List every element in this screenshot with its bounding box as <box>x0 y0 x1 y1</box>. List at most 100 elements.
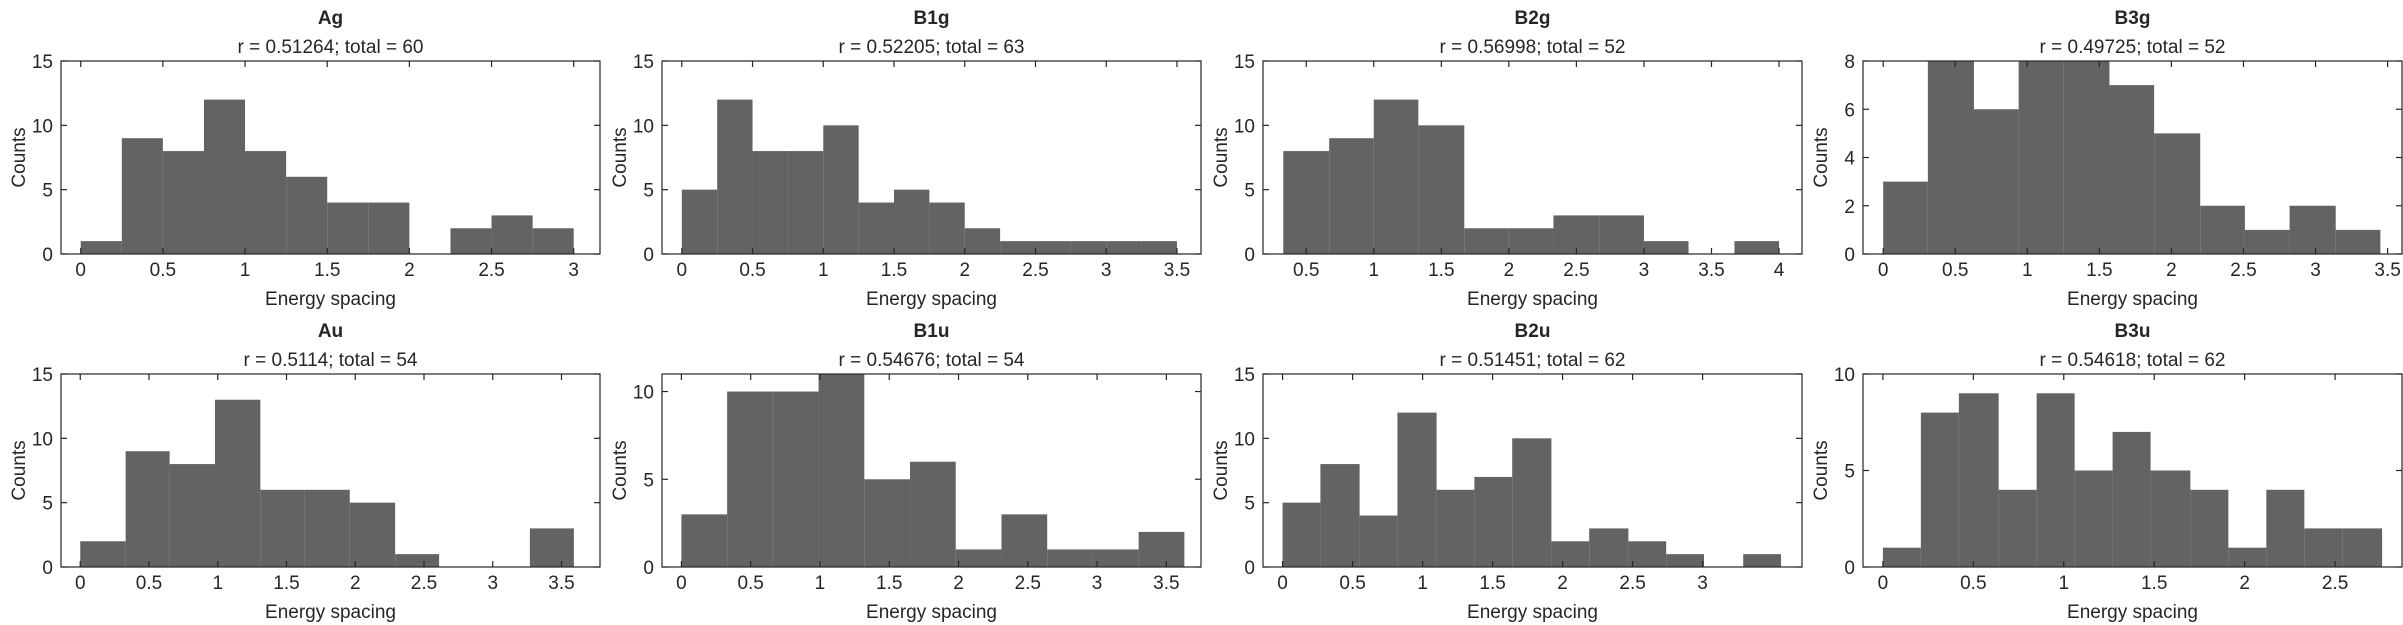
bar <box>2289 205 2336 254</box>
bar <box>1047 549 1093 567</box>
bar <box>1599 215 1644 254</box>
y-tick-label: 5 <box>1844 462 1855 483</box>
x-tick-label: 1.5 <box>881 260 907 281</box>
y-tick-label: 5 <box>1244 181 1255 202</box>
bars <box>1883 61 2381 254</box>
y-tick-label: 10 <box>32 116 53 137</box>
subplot: B1u r = 0.54676; total = 54 Energy spacing… <box>610 321 1202 623</box>
chart-subtitle: r = 0.56998; total = 52 <box>1440 37 1626 58</box>
x-tick-label: 2 <box>1504 260 1515 281</box>
bar <box>491 215 533 254</box>
bar <box>1418 125 1465 254</box>
x-tick-label: 3 <box>2310 260 2321 281</box>
x-tick-label: 2 <box>953 573 964 594</box>
x-tick-label: 0.5 <box>1960 573 1986 594</box>
x-axis-label: Energy spacing <box>866 602 997 623</box>
y-axis-label: Counts <box>1211 440 1232 500</box>
chart-title: B1u <box>914 321 950 342</box>
y-tick-label: 0 <box>42 245 53 266</box>
y-axis-label: Counts <box>1811 127 1832 187</box>
x-tick-label: 3.5 <box>2374 260 2400 281</box>
x-tick-label: 3.5 <box>1164 260 1190 281</box>
bar <box>2228 547 2267 567</box>
x-tick-label: 2 <box>2239 573 2250 594</box>
bar <box>1512 438 1552 567</box>
bar <box>864 479 911 567</box>
x-tick-label: 1 <box>818 260 829 281</box>
bars <box>80 399 574 567</box>
y-tick-label: 0 <box>1244 558 1255 579</box>
x-tick-label: 3 <box>1101 260 1112 281</box>
bar <box>125 451 170 567</box>
bar <box>1464 228 1509 254</box>
bar <box>1283 151 1330 254</box>
bar <box>532 228 574 254</box>
bar <box>2036 393 2075 567</box>
bar <box>304 489 350 567</box>
x-tick-label: 1.5 <box>273 573 299 594</box>
x-axis-label: Energy spacing <box>265 602 396 623</box>
x-tick-label: 3.5 <box>1153 573 1179 594</box>
axes-box <box>1262 373 1803 568</box>
x-tick-label: 3.5 <box>548 573 574 594</box>
bar <box>1373 99 1419 254</box>
bar <box>1666 554 1704 567</box>
bar <box>169 464 215 567</box>
chart-subtitle: r = 0.52205; total = 63 <box>839 37 1025 58</box>
bar <box>215 399 261 567</box>
y-tick-label: 0 <box>1844 245 1855 266</box>
x-tick-label: 2 <box>1557 573 1568 594</box>
chart-title: B2g <box>1515 8 1551 29</box>
chart-subtitle: r = 0.51451; total = 62 <box>1440 350 1626 371</box>
chart-title: B3u <box>2115 321 2151 342</box>
bar <box>2304 528 2343 567</box>
bar <box>245 151 287 254</box>
x-tick-label: 1 <box>815 573 826 594</box>
y-axis-label: Counts <box>610 440 631 500</box>
bar <box>203 99 246 254</box>
bar <box>955 549 1002 567</box>
x-tick-label: 1.5 <box>1479 573 1505 594</box>
chart-title: B3g <box>2115 8 2151 29</box>
bar <box>1000 241 1036 254</box>
bar <box>2190 489 2229 567</box>
x-tick-label: 2.5 <box>2230 260 2256 281</box>
bar <box>2342 528 2383 567</box>
y-tick-label: 15 <box>32 365 53 386</box>
subplot: Ag r = 0.51264; total = 60 Energy spacing C… <box>9 8 601 310</box>
chart-title: Ag <box>318 8 343 29</box>
chart-subtitle: r = 0.5114; total = 54 <box>244 350 418 371</box>
x-tick-label: 3 <box>1639 260 1650 281</box>
bar <box>717 99 753 254</box>
x-axis-label: Energy spacing <box>866 289 997 310</box>
bars <box>80 99 574 254</box>
bar <box>1282 502 1321 567</box>
bar <box>752 151 788 254</box>
bar <box>681 514 728 567</box>
chart-title: Au <box>318 321 343 342</box>
bar <box>1927 61 1974 254</box>
bars <box>1882 393 2383 567</box>
bar <box>1743 554 1781 567</box>
y-axis-label: Counts <box>1811 440 1832 500</box>
bar <box>2335 229 2381 254</box>
bar <box>1553 215 1600 254</box>
x-tick-label: 2.5 <box>1022 260 1048 281</box>
bar <box>964 228 1001 254</box>
y-tick-label: 4 <box>1844 149 1855 170</box>
bar <box>529 528 574 567</box>
bar <box>80 541 126 567</box>
x-tick-label: 3.5 <box>1698 260 1724 281</box>
x-tick-label: 2.5 <box>1563 260 1589 281</box>
y-tick-label: 5 <box>1244 494 1255 515</box>
x-tick-label: 0 <box>1878 260 1889 281</box>
y-axis-label: Counts <box>610 127 631 187</box>
x-axis-label: Energy spacing <box>2067 602 2198 623</box>
y-tick-label: 15 <box>1234 365 1255 386</box>
bar <box>286 176 328 254</box>
x-tick-label: 2.5 <box>1015 573 1041 594</box>
x-tick-label: 3 <box>568 260 579 281</box>
y-tick-label: 10 <box>1834 365 1855 386</box>
x-axis-label: Energy spacing <box>1467 289 1598 310</box>
x-tick-label: 0 <box>1878 573 1889 594</box>
